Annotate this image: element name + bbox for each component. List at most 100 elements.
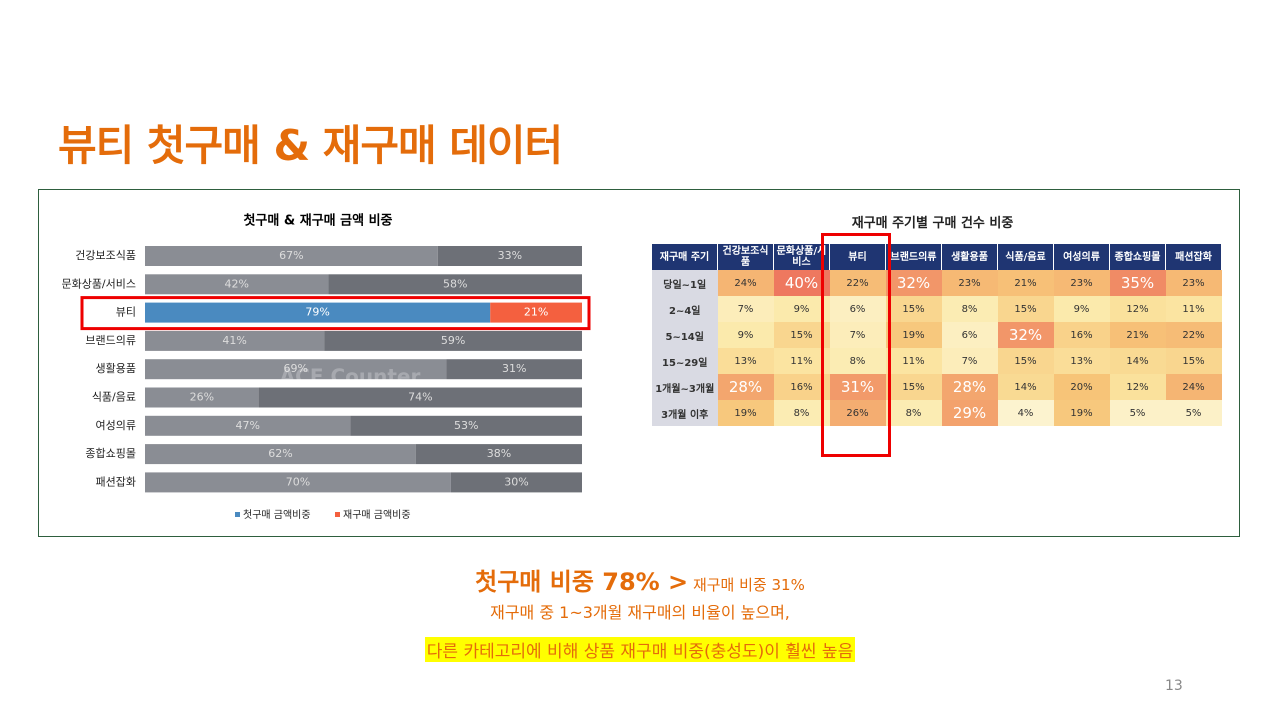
data-cell: 9% [1053, 296, 1110, 322]
value-label: 70% [286, 475, 310, 488]
data-cell: 11% [773, 348, 830, 374]
bar-segment [145, 246, 438, 266]
header-cell: 생활용품 [941, 244, 998, 270]
content-frame [38, 189, 1240, 537]
value-label: 53% [454, 419, 478, 432]
row-label: 15~29일 [652, 348, 718, 374]
data-cell: 22% [1165, 322, 1222, 348]
bar-segment [145, 302, 491, 323]
table-row: 5~14일 9% 15% 7% 19% 6% 32% 16% 21% 22% [652, 322, 1222, 348]
data-cell: 31% [829, 374, 886, 400]
data-cell: 35% [1109, 270, 1166, 296]
data-cell: 16% [1053, 322, 1110, 348]
data-cell: 21% [1109, 322, 1166, 348]
header-cell: 종합쇼핑몰 [1109, 244, 1166, 270]
category-label: 여성의류 [96, 419, 136, 432]
data-cell: 15% [997, 296, 1054, 322]
data-cell: 28% [941, 374, 998, 400]
data-cell: 14% [997, 374, 1054, 400]
data-cell: 32% [997, 322, 1054, 348]
page-number: 13 [1165, 678, 1183, 694]
table-title: 재구매 주기별 구매 건수 비중 [851, 216, 1014, 231]
bar-segment [450, 472, 582, 493]
data-cell: 12% [1109, 374, 1166, 400]
category-label: 생활용품 [96, 361, 136, 375]
data-cell: 9% [773, 296, 830, 322]
summary-highlight: 다른 카테고리에 비해 상품 재구매 비중(충성도)이 훨씬 높음 [424, 637, 856, 662]
header-cell: 여성의류 [1053, 244, 1110, 270]
data-cell: 15% [885, 296, 942, 322]
data-cell: 24% [717, 270, 774, 296]
data-cell: 23% [1053, 270, 1110, 296]
data-cell: 8% [941, 296, 998, 322]
data-cell: 8% [773, 400, 830, 426]
data-cell: 7% [941, 348, 998, 374]
bar-segment [324, 330, 582, 351]
data-cell: 26% [829, 400, 886, 426]
highlight-box [821, 233, 891, 457]
table-row: 당일~1일 24% 40% 22% 32% 23% 21% 23% 35% 23% [652, 270, 1222, 296]
category-label: 패션잡화 [96, 475, 136, 488]
data-cell: 29% [941, 400, 998, 426]
legend-swatch [235, 512, 240, 517]
bar-segment [145, 415, 351, 436]
row-label: 당일~1일 [652, 270, 718, 296]
value-label: 38% [487, 447, 511, 460]
data-cell: 20% [1053, 374, 1110, 400]
bar-segment [145, 444, 416, 465]
header-cell: 건강보조식품 [717, 244, 774, 270]
data-cell: 8% [885, 400, 942, 426]
table-row: 1개월~3개월 28% 16% 31% 15% 28% 14% 20% 12% 24% [652, 374, 1222, 400]
chart-title: 첫구매 & 재구매 금액 비중 [243, 213, 392, 229]
data-cell: 5% [1109, 400, 1166, 426]
data-cell: 5% [1165, 400, 1222, 426]
bar-segment [415, 444, 582, 465]
heatmap-table: 재구매 주기 건강보조식품 문화상품/서비스 뷰티 브랜드의류 생활용품 식품/음료 여성의류… [652, 244, 1222, 426]
category-label: 브랜드의류 [85, 334, 136, 347]
value-label: 30% [504, 475, 528, 488]
bar-segment [145, 359, 447, 380]
data-cell: 15% [885, 374, 942, 400]
data-cell: 13% [717, 348, 774, 374]
value-label: 74% [408, 391, 432, 404]
legend-label: 첫구매 금액비중 [243, 509, 311, 521]
data-cell: 9% [717, 322, 774, 348]
value-label: 47% [235, 419, 259, 432]
row-label: 2~4일 [652, 296, 718, 322]
bar-segment [258, 387, 582, 408]
data-cell: 8% [829, 348, 886, 374]
row-label: 3개월 이후 [652, 400, 718, 426]
value-label: 59% [441, 334, 465, 347]
table-row: 2~4일 7% 9% 6% 15% 8% 15% 9% 12% 11% [652, 296, 1222, 322]
summary-rest: 재구매 비중 31% [692, 576, 805, 594]
data-cell: 28% [717, 374, 774, 400]
summary-line: 첫구매 비중 78% > 재구매 비중 31% [0, 562, 1280, 597]
bar-segment [145, 387, 259, 408]
data-cell: 19% [885, 322, 942, 348]
bar-segment [328, 274, 582, 295]
table-row: 3개월 이후 19% 8% 26% 8% 29% 4% 19% 5% 5% [652, 400, 1222, 426]
header-cell: 문화상품/서비스 [773, 244, 830, 270]
data-cell: 22% [829, 270, 886, 296]
data-cell: 16% [773, 374, 830, 400]
value-label: 33% [498, 249, 522, 262]
value-label: 58% [443, 277, 467, 290]
bar-segment [437, 246, 582, 266]
data-cell: 19% [1053, 400, 1110, 426]
data-cell: 15% [773, 322, 830, 348]
data-cell: 40% [773, 270, 830, 296]
data-cell: 7% [829, 322, 886, 348]
header-cell: 패션잡화 [1165, 244, 1222, 270]
bar-segment [446, 359, 582, 380]
bar-segment [490, 302, 582, 323]
data-cell: 21% [997, 270, 1054, 296]
value-label: 62% [268, 447, 292, 460]
data-cell: 6% [829, 296, 886, 322]
data-cell: 13% [1053, 348, 1110, 374]
value-label: 67% [279, 249, 303, 262]
slide-title: 뷰티 첫구매 & 재구매 데이터 [58, 121, 563, 170]
bar-segment [350, 415, 582, 436]
value-label: 79% [305, 306, 329, 319]
header-cell: 재구매 주기 [652, 244, 718, 270]
